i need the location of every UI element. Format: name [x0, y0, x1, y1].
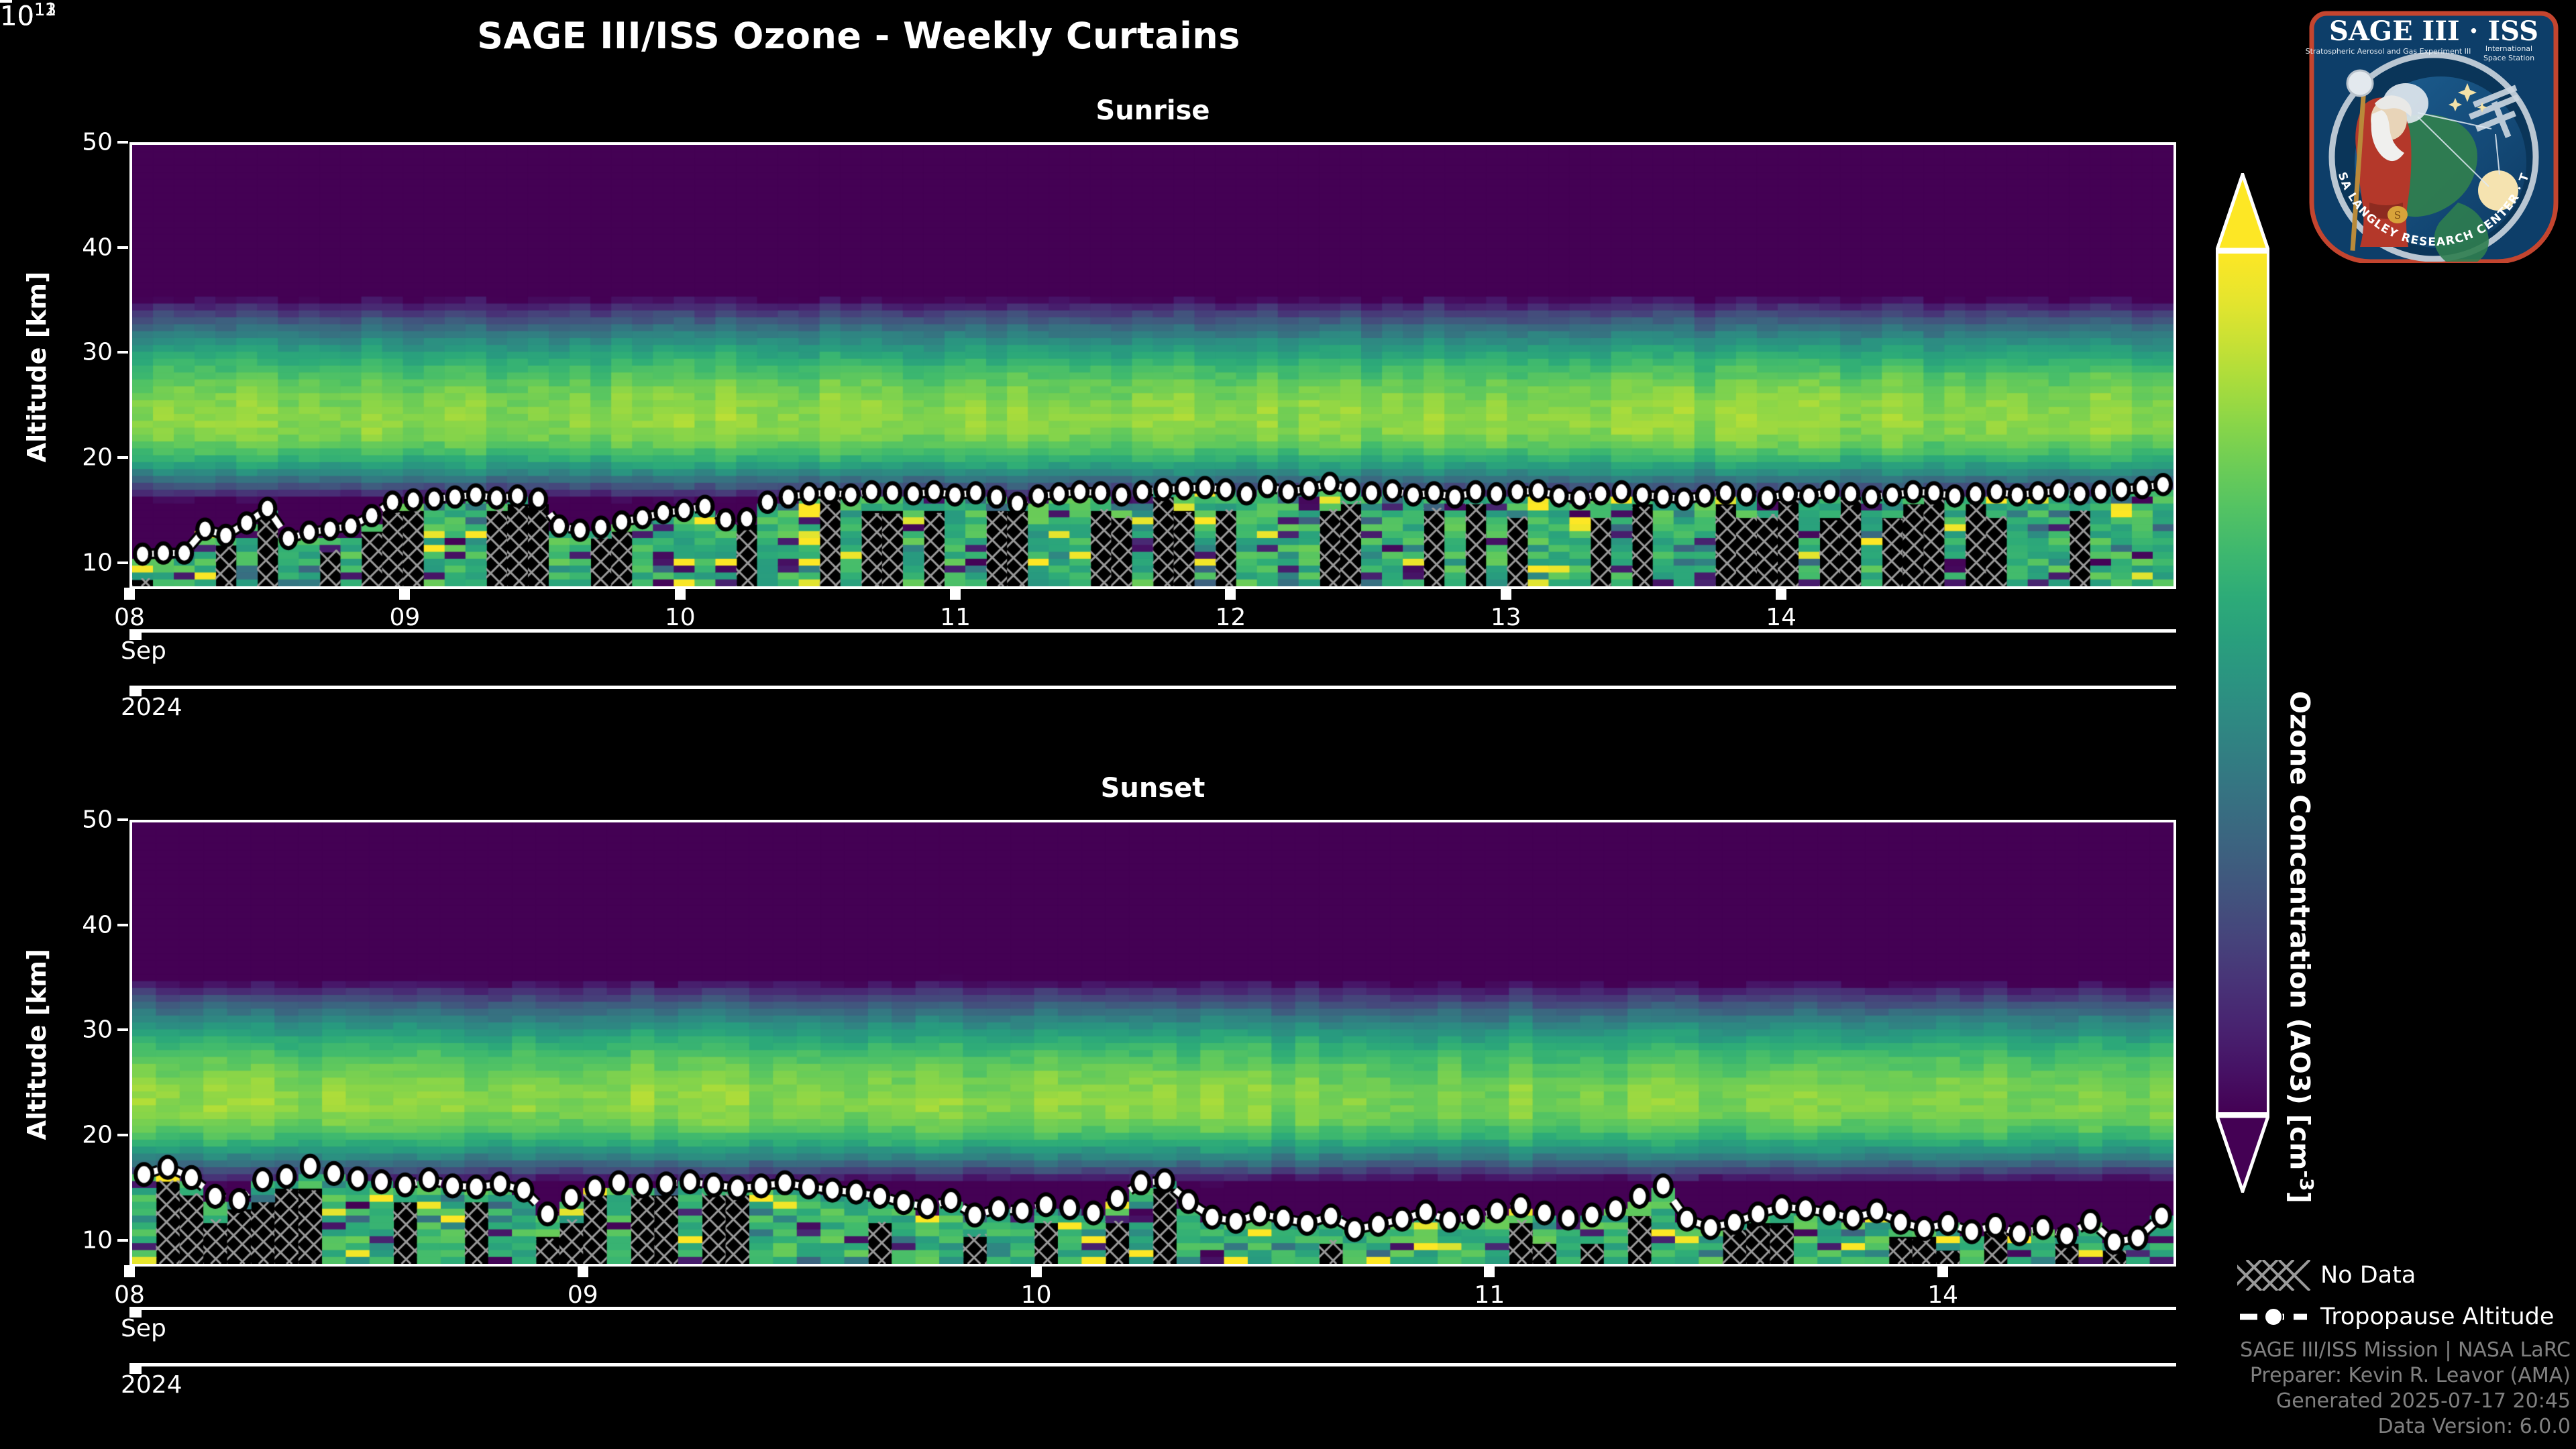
year-label-sunset: 2024	[121, 1371, 182, 1399]
heatmap-canvas-sunset	[132, 822, 2174, 1264]
x-axis-tick-label: 12	[1215, 604, 1246, 631]
x-axis-tick-mark	[1776, 588, 1787, 600]
y-axis-tick-mark	[117, 923, 128, 926]
y-axis-tick-label: 10	[82, 549, 113, 577]
x-axis-tick-label: 13	[1490, 604, 1521, 631]
y-axis-tick-mark	[117, 1238, 128, 1242]
x-axis-tick-label: 14	[1927, 1281, 1959, 1309]
y-axis-tick-label: 30	[82, 338, 113, 366]
footer-line-preparer: Preparer: Kevin R. Leavor (AMA)	[2249, 1363, 2571, 1387]
y-axis-tick-mark	[117, 561, 128, 564]
y-axis-tick-mark	[117, 246, 128, 249]
curtain-plot-sunrise[interactable]	[129, 142, 2176, 589]
colorbar-tick-label: 1013	[0, 0, 56, 32]
x-axis-tick-mark	[124, 588, 135, 600]
x-axis-tick-label: 08	[114, 1281, 145, 1309]
year-label-sunrise: 2024	[121, 694, 182, 721]
svg-text:S: S	[2394, 209, 2401, 221]
x-axis-tick-label: 10	[664, 604, 696, 631]
month-axis-tick-sunset	[129, 1307, 142, 1318]
y-axis-tick-mark	[117, 1134, 128, 1137]
footer-credits: SAGE III/ISS Mission | NASA LaRC Prepare…	[2240, 1338, 2571, 1440]
y-axis-tick-label: 20	[82, 1121, 113, 1149]
x-axis-tick-mark	[1500, 588, 1511, 600]
panel-title-sunrise: Sunrise	[1095, 95, 1210, 126]
legend-item-tropopause: Tropopause Altitude	[2237, 1296, 2576, 1338]
svg-text:International: International	[2485, 44, 2532, 53]
x-axis-tick-mark	[1225, 588, 1236, 600]
y-axis-tick-label: 40	[82, 911, 113, 939]
x-axis-tick-label: 09	[567, 1281, 598, 1309]
y-axis-tick-mark	[117, 456, 128, 460]
footer-line-generated: Generated 2025-07-17 20:45	[2275, 1389, 2571, 1413]
colorbar-tick-label: 1012	[0, 0, 56, 32]
y-axis-tick-mark	[117, 351, 128, 354]
curtain-plot-sunset[interactable]	[129, 820, 2176, 1267]
x-axis-tick-mark	[674, 588, 686, 600]
legend-label-tropopause: Tropopause Altitude	[2320, 1303, 2555, 1330]
svg-text:Space Station: Space Station	[2483, 54, 2534, 62]
page-title: SAGE III/ISS Ozone - Weekly Curtains	[477, 15, 1240, 57]
sage-iii-iss-mission-patch-logo: S SAGE III · ISS Stratospheric Aerosol a…	[2294, 0, 2568, 264]
colorbar-extend-top-icon	[2216, 173, 2269, 251]
x-axis-tick-mark	[1030, 1265, 1042, 1277]
month-axis-tick-sunrise	[129, 629, 142, 640]
y-axis-tick-mark	[117, 1028, 128, 1032]
x-axis-tick-mark	[1484, 1265, 1495, 1277]
x-axis-tick-label: 08	[114, 604, 145, 631]
colorbar-gradient	[2216, 251, 2269, 1115]
heatmap-canvas-sunrise	[132, 145, 2174, 586]
y-axis-tick-label: 30	[82, 1016, 113, 1044]
legend-label-no-data: No Data	[2320, 1262, 2416, 1289]
panel-title-sunset: Sunset	[1100, 773, 1205, 804]
footer-line-mission: SAGE III/ISS Mission | NASA LaRC	[2240, 1338, 2571, 1362]
legend: No Data Tropopause Altitude	[2229, 1254, 2576, 1338]
colorbar[interactable]	[2212, 173, 2273, 1193]
y-axis-tick-label: 20	[82, 443, 113, 472]
month-axis-line-sunrise	[129, 629, 2176, 633]
x-axis-tick-mark	[950, 588, 961, 600]
footer-line-version: Data Version: 6.0.0	[2377, 1414, 2571, 1438]
colorbar-tick-label: 1011	[0, 0, 56, 32]
x-axis-tick-mark	[124, 1265, 135, 1277]
y-axis-tick-label: 50	[82, 128, 113, 156]
x-axis-tick-label: 11	[1474, 1281, 1505, 1309]
x-axis-tick-mark	[577, 1265, 588, 1277]
month-label-sunset: Sep	[121, 1315, 166, 1342]
no-data-hatch-icon	[2229, 1258, 2311, 1292]
y-axis-tick-mark	[117, 818, 128, 821]
year-axis-line-sunset	[129, 1363, 2176, 1366]
colorbar-label: Ozone Concentration (AO3) [cm-3]	[2284, 691, 2318, 1203]
y-axis-tick-mark	[117, 141, 128, 144]
x-axis-tick-mark	[399, 588, 411, 600]
tropopause-line-icon	[2237, 1301, 2311, 1332]
y-axis-tick-label: 10	[82, 1226, 113, 1254]
colorbar-extend-bottom-icon	[2216, 1115, 2269, 1193]
legend-item-no-data: No Data	[2229, 1254, 2576, 1296]
patch-subtitle-left: Stratospheric Aerosol and Gas Experiment…	[2306, 47, 2471, 56]
year-axis-tick-sunrise	[129, 686, 142, 696]
y-axis-tick-label: 40	[82, 233, 113, 262]
patch-title: SAGE III · ISS	[2329, 15, 2538, 47]
x-axis-tick-label: 10	[1020, 1281, 1052, 1309]
x-axis-tick-label: 11	[940, 604, 971, 631]
month-label-sunrise: Sep	[121, 637, 166, 665]
y-axis-tick-label: 50	[82, 806, 113, 834]
x-axis-tick-label: 09	[389, 604, 421, 631]
x-axis-tick-label: 14	[1766, 604, 1797, 631]
month-axis-line-sunset	[129, 1307, 2176, 1310]
x-axis-tick-mark	[1937, 1265, 1949, 1277]
year-axis-tick-sunset	[129, 1363, 142, 1374]
year-axis-line-sunrise	[129, 686, 2176, 689]
colorbar-tick-mark	[0, 0, 12, 3]
